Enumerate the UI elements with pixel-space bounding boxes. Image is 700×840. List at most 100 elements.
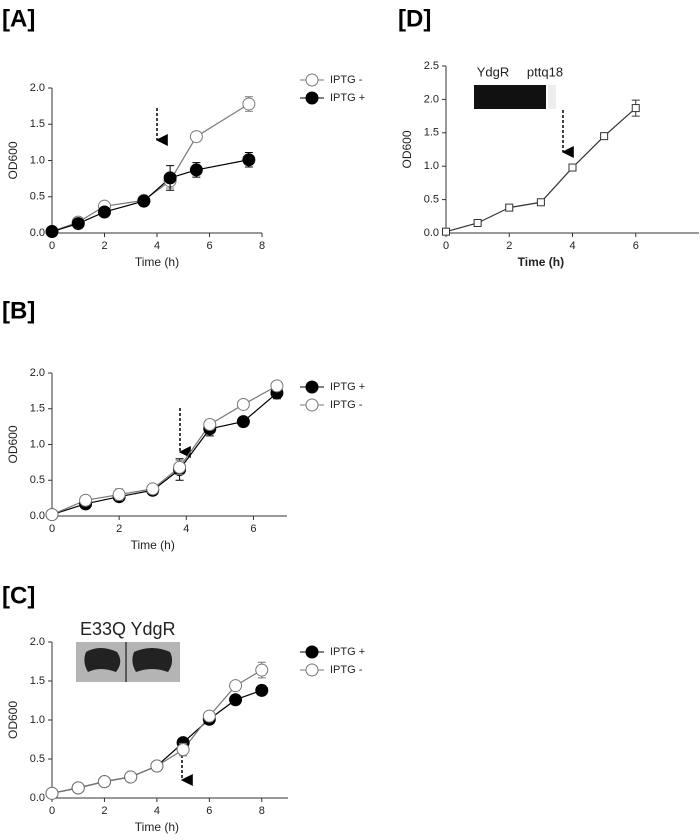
y-tick-label: 0.5 bbox=[30, 474, 45, 486]
data-point bbox=[146, 482, 160, 496]
data-point bbox=[45, 508, 59, 522]
data-point bbox=[442, 227, 450, 236]
data-point bbox=[568, 163, 577, 172]
data-point bbox=[202, 709, 216, 723]
data-point bbox=[600, 132, 609, 141]
y-tick-label: 0.0 bbox=[424, 227, 439, 239]
data-point bbox=[236, 397, 250, 411]
y-tick-label: 1.0 bbox=[30, 438, 45, 450]
legend-marker bbox=[305, 645, 319, 659]
legend-label: IPTG - bbox=[330, 664, 363, 676]
data-point bbox=[173, 460, 187, 474]
x-tick-label: 0 bbox=[49, 805, 55, 817]
data-point bbox=[124, 770, 138, 784]
y-tick-label: 1.5 bbox=[30, 118, 45, 130]
western-blot-inset bbox=[474, 85, 556, 109]
data-point bbox=[229, 679, 243, 693]
data-point bbox=[242, 97, 256, 111]
data-point bbox=[163, 171, 177, 185]
legend-label: IPTG - bbox=[330, 74, 363, 86]
x-tick-label: 2 bbox=[101, 805, 107, 817]
data-point bbox=[71, 781, 85, 795]
series-line bbox=[51, 689, 262, 794]
data-point bbox=[97, 775, 111, 789]
legend-label: IPTG - bbox=[330, 399, 363, 411]
data-point bbox=[505, 203, 514, 212]
data-point bbox=[45, 786, 59, 800]
y-tick-label: 0.0 bbox=[30, 792, 45, 804]
data-point bbox=[270, 379, 284, 393]
data-point bbox=[255, 663, 269, 677]
x-tick-label: 8 bbox=[259, 240, 265, 252]
x-axis-label: Time (h) bbox=[135, 255, 179, 269]
data-point bbox=[98, 205, 111, 219]
y-tick-label: 1.5 bbox=[30, 403, 45, 415]
legend-marker bbox=[305, 380, 319, 394]
y-axis-label: OD600 bbox=[6, 425, 20, 463]
y-tick-label: 0.5 bbox=[30, 753, 45, 765]
x-tick-label: 4 bbox=[154, 805, 160, 817]
x-tick-label: 0 bbox=[443, 240, 449, 252]
y-tick-label: 1.0 bbox=[424, 160, 439, 172]
data-point bbox=[79, 493, 93, 507]
data-point bbox=[203, 417, 217, 431]
y-tick-label: 2.0 bbox=[30, 82, 45, 94]
inset-label: YdgR bbox=[477, 64, 510, 79]
y-tick-label: 2.0 bbox=[424, 93, 439, 105]
x-tick-label: 6 bbox=[206, 805, 212, 817]
data-point bbox=[229, 693, 243, 707]
y-tick-label: 0.0 bbox=[30, 510, 45, 522]
y-tick-label: 1.0 bbox=[30, 154, 45, 166]
x-tick-label: 4 bbox=[569, 240, 575, 252]
x-tick-label: 2 bbox=[101, 240, 107, 252]
x-tick-label: 0 bbox=[49, 523, 55, 535]
data-point bbox=[236, 415, 250, 429]
panel-title: [A] bbox=[2, 5, 35, 32]
x-tick-label: 4 bbox=[183, 523, 189, 535]
data-point bbox=[189, 130, 203, 144]
y-tick-label: 1.0 bbox=[30, 714, 45, 726]
y-axis-label: OD600 bbox=[400, 130, 414, 168]
panel-title: [C] bbox=[2, 582, 35, 609]
x-tick-label: 0 bbox=[49, 240, 55, 252]
y-tick-label: 0.5 bbox=[424, 194, 439, 206]
legend-marker bbox=[305, 91, 319, 105]
x-tick-label: 4 bbox=[154, 240, 160, 252]
y-axis-label: OD600 bbox=[6, 701, 20, 739]
series-line bbox=[445, 107, 637, 233]
y-tick-label: 0.0 bbox=[30, 227, 45, 239]
x-tick-label: 2 bbox=[506, 240, 512, 252]
data-point bbox=[45, 225, 59, 239]
panel-title: [B] bbox=[2, 297, 35, 324]
x-tick-label: 2 bbox=[116, 523, 122, 535]
data-point bbox=[137, 194, 151, 208]
x-axis-label: Time (h) bbox=[135, 820, 179, 834]
data-point bbox=[176, 743, 190, 757]
legend-label: IPTG + bbox=[330, 92, 365, 104]
x-tick-label: 6 bbox=[206, 240, 212, 252]
data-point bbox=[112, 488, 126, 502]
data-point bbox=[150, 759, 164, 773]
y-tick-label: 2.0 bbox=[30, 636, 45, 648]
legend-label: IPTG + bbox=[330, 646, 365, 658]
x-tick-label: 8 bbox=[259, 805, 265, 817]
panel-title: [D] bbox=[398, 5, 431, 32]
data-point bbox=[71, 217, 85, 231]
western-blot-inset bbox=[76, 642, 180, 682]
inset-label: E33Q bbox=[80, 619, 126, 639]
y-tick-label: 1.5 bbox=[424, 127, 439, 139]
data-point bbox=[255, 683, 269, 697]
x-axis-label: Time (h) bbox=[518, 255, 564, 269]
legend-label: IPTG + bbox=[330, 381, 365, 393]
inset-label: pttq18 bbox=[527, 64, 563, 79]
series-line bbox=[51, 103, 250, 233]
data-point bbox=[631, 104, 640, 113]
legend-marker bbox=[305, 663, 319, 677]
data-point bbox=[536, 198, 545, 207]
y-tick-label: 1.5 bbox=[30, 675, 45, 687]
legend-marker bbox=[305, 398, 319, 412]
y-axis-label: OD600 bbox=[6, 141, 20, 179]
data-point bbox=[242, 153, 256, 167]
legend-marker bbox=[305, 73, 319, 87]
